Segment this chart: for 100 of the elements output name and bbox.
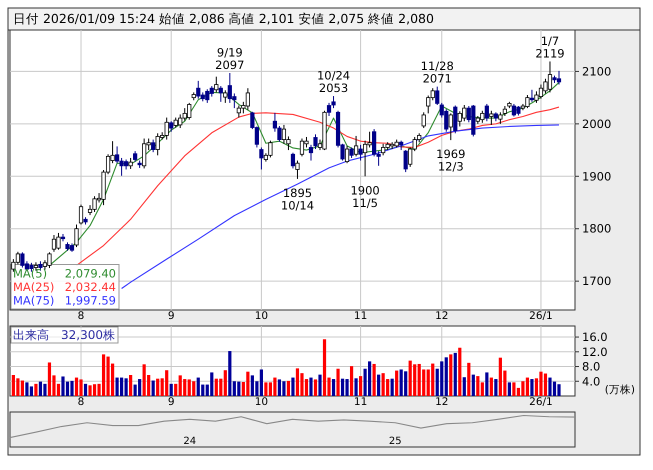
bar bbox=[377, 374, 380, 396]
x-tick-label: 24 bbox=[183, 436, 196, 447]
y-axis-title: (万株) bbox=[604, 383, 635, 396]
bar bbox=[395, 370, 398, 396]
bar bbox=[390, 378, 394, 396]
annotation: 11/28 2071 bbox=[420, 59, 454, 86]
candlestick bbox=[92, 196, 97, 212]
candlestick bbox=[74, 224, 79, 248]
annotation: 1969 12/3 bbox=[436, 147, 466, 174]
candlestick bbox=[543, 78, 548, 94]
bar bbox=[43, 384, 47, 396]
x-tick-label: 8 bbox=[78, 396, 84, 408]
candlestick bbox=[300, 138, 304, 157]
bar bbox=[548, 378, 552, 396]
bar bbox=[34, 384, 38, 396]
x-tick-label: 26/1 bbox=[529, 396, 553, 408]
chart-title: 出来高 32,300株 bbox=[13, 328, 115, 342]
bar bbox=[530, 379, 534, 396]
candlestick bbox=[372, 128, 376, 157]
candlestick bbox=[313, 134, 318, 150]
y-tick-label: 4.0 bbox=[582, 374, 600, 388]
annotation: 1,997.59 bbox=[64, 294, 116, 308]
candlestick bbox=[308, 144, 314, 162]
bar bbox=[552, 382, 556, 396]
x-tick-label: 12 bbox=[435, 396, 448, 408]
annotation: 9/19 2097 bbox=[215, 45, 244, 72]
bar bbox=[282, 381, 286, 396]
bar bbox=[454, 352, 457, 396]
bar bbox=[382, 373, 385, 396]
candlestick bbox=[326, 102, 332, 116]
x-tick-label: 10 bbox=[254, 396, 268, 408]
y-tick-label: 1900 bbox=[582, 169, 612, 184]
bar bbox=[74, 378, 78, 396]
bar bbox=[129, 375, 132, 396]
x-tick-label: 8 bbox=[78, 310, 84, 322]
candlestick bbox=[78, 204, 84, 226]
bar bbox=[526, 378, 530, 396]
bar bbox=[340, 378, 344, 396]
candlestick bbox=[489, 110, 494, 126]
bar bbox=[70, 380, 74, 396]
bar bbox=[350, 366, 354, 396]
candlestick bbox=[259, 146, 264, 170]
bar bbox=[539, 372, 543, 396]
bar bbox=[449, 354, 452, 396]
y-tick-label: 8.0 bbox=[582, 360, 600, 374]
y-tick-label: 2100 bbox=[582, 64, 612, 78]
bar bbox=[92, 384, 96, 396]
annotation: 10/24 2053 bbox=[316, 68, 350, 96]
bar bbox=[79, 379, 83, 396]
x-tick-label: 11 bbox=[354, 310, 368, 322]
candlestick bbox=[498, 112, 502, 124]
x-tick-label: 25 bbox=[388, 436, 402, 447]
x-tick-label: 10 bbox=[254, 310, 268, 322]
bar bbox=[38, 382, 42, 396]
candlestick bbox=[223, 90, 228, 104]
bar bbox=[286, 380, 290, 396]
x-tick-label: 26/1 bbox=[529, 310, 553, 322]
bar bbox=[106, 356, 110, 396]
bar bbox=[485, 372, 488, 396]
candlestick bbox=[151, 139, 156, 153]
y-tick-label: 2000 bbox=[582, 116, 612, 131]
candlestick bbox=[525, 94, 530, 109]
bar bbox=[472, 374, 475, 396]
bar bbox=[102, 354, 106, 396]
text: MA(25) bbox=[13, 280, 54, 294]
bar bbox=[557, 384, 561, 396]
candlestick bbox=[52, 234, 56, 252]
bar bbox=[84, 384, 88, 396]
bar bbox=[296, 368, 300, 396]
candlestick bbox=[290, 152, 296, 169]
bar bbox=[544, 374, 548, 396]
candlestick bbox=[114, 146, 120, 164]
candlestick bbox=[448, 112, 453, 141]
bar bbox=[508, 382, 511, 396]
candlestick bbox=[399, 140, 404, 151]
bar bbox=[336, 368, 340, 396]
text: MA(75) bbox=[13, 294, 54, 308]
bar bbox=[458, 348, 462, 396]
bar bbox=[30, 386, 34, 396]
bar bbox=[372, 364, 376, 396]
bar bbox=[291, 378, 295, 396]
bar bbox=[358, 376, 362, 396]
annotation: 1895 10/14 bbox=[280, 186, 314, 212]
candlestick bbox=[453, 105, 458, 134]
x-tick-label: 11 bbox=[354, 396, 368, 408]
bar bbox=[314, 379, 318, 396]
bar bbox=[20, 380, 24, 396]
bar bbox=[332, 379, 336, 396]
bar bbox=[88, 385, 92, 396]
bar bbox=[354, 378, 358, 396]
x-tick-label: 12 bbox=[435, 310, 448, 322]
series-label: MA(5) bbox=[13, 266, 48, 280]
candlestick bbox=[556, 70, 562, 86]
candlestick bbox=[502, 106, 507, 116]
candlestick bbox=[277, 125, 282, 142]
candlestick bbox=[404, 150, 408, 173]
candlestick bbox=[422, 112, 426, 129]
candlestick bbox=[133, 150, 138, 162]
candlestick bbox=[331, 96, 336, 109]
candlestick bbox=[534, 90, 539, 104]
